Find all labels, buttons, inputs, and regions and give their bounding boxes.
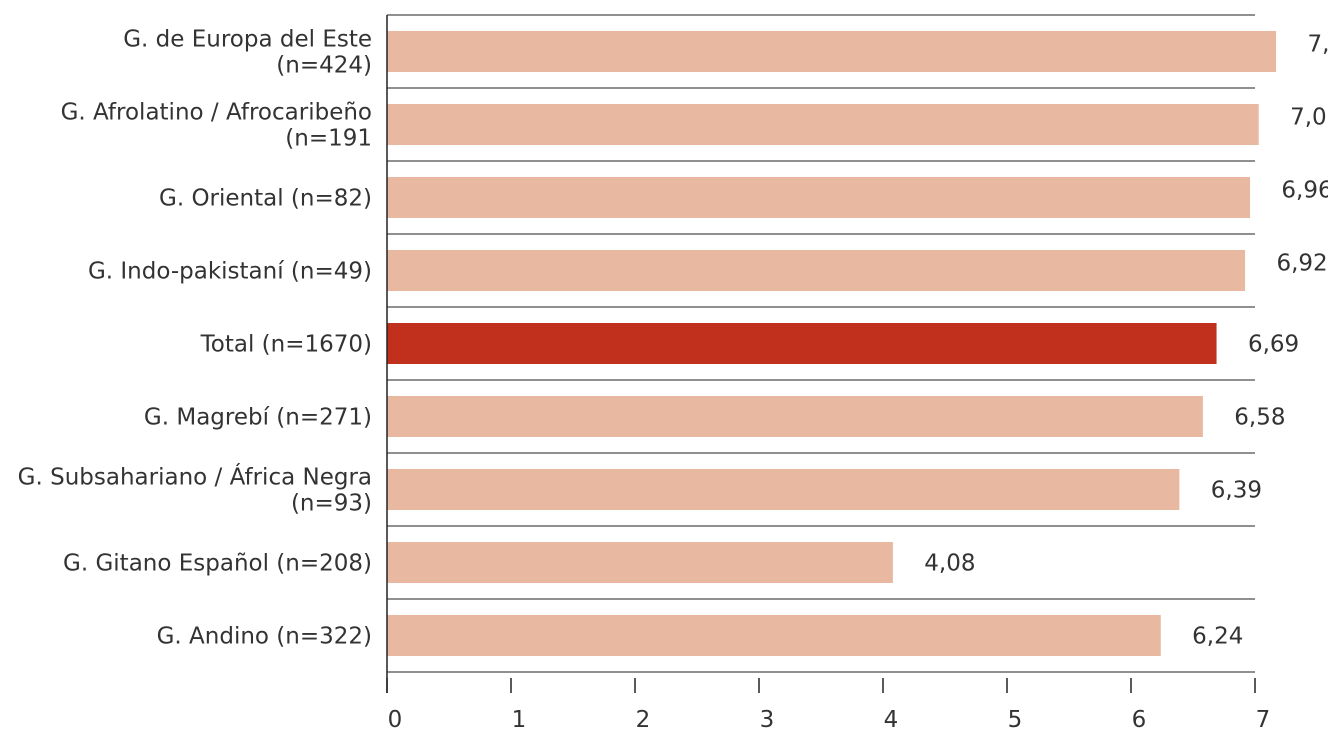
bar	[387, 396, 1203, 437]
x-tick-label: 4	[884, 707, 899, 733]
value-label: 6,39	[1211, 478, 1262, 504]
x-tick-label: 7	[1256, 707, 1271, 733]
value-label: 6,92	[1276, 251, 1327, 277]
bar	[387, 615, 1161, 656]
bar	[387, 542, 893, 583]
category-label: G. de Europa del Este (n=424)	[123, 27, 372, 79]
bar	[387, 323, 1217, 364]
value-label: 6,24	[1192, 624, 1243, 650]
bar	[387, 250, 1246, 291]
value-label: 4,08	[924, 551, 975, 577]
value-label: 6,96	[1281, 178, 1328, 204]
x-tick-label: 1	[512, 707, 527, 733]
value-label: 7,03	[1290, 105, 1328, 131]
category-label: G. Gitano Español (n=208)	[63, 551, 372, 577]
x-tick-label: 6	[1132, 707, 1147, 733]
x-tick-label: 2	[636, 707, 651, 733]
bar	[387, 469, 1180, 510]
value-label: 7,17	[1307, 32, 1328, 58]
x-tick-label: 0	[388, 707, 403, 733]
category-label: G. Afrolatino / Afrocaribeño (n=191	[61, 100, 372, 152]
x-tick-label: 5	[1008, 707, 1023, 733]
x-tick-label: 3	[760, 707, 775, 733]
category-label: G. Magrebí (n=271)	[144, 405, 372, 431]
category-label: G. Subsahariano / África Negra (n=93)	[18, 463, 372, 517]
bar	[387, 104, 1259, 145]
category-label: G. Oriental (n=82)	[159, 186, 372, 212]
value-label: 6,58	[1234, 405, 1285, 431]
category-label: Total (n=1670)	[200, 332, 372, 358]
bar	[387, 31, 1277, 72]
value-label: 6,69	[1248, 332, 1299, 358]
bar	[387, 177, 1251, 218]
category-label: G. Indo-pakistaní (n=49)	[88, 259, 372, 285]
category-label: G. Andino (n=322)	[157, 624, 372, 650]
